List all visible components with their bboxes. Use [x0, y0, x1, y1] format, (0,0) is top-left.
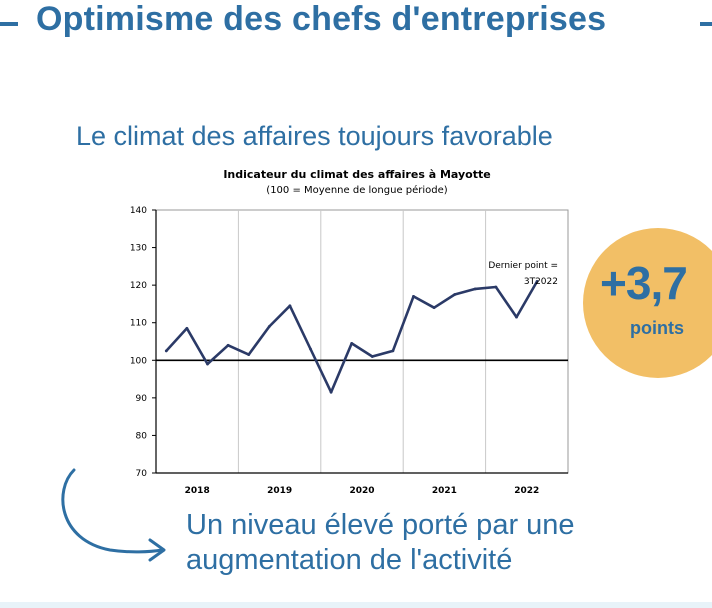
y-tick-label: 110 [130, 319, 147, 329]
x-tick-label: 2021 [432, 486, 457, 496]
badge-unit: points [630, 318, 684, 338]
data-point [329, 390, 333, 394]
page-subtitle: Le climat des affaires toujours favorabl… [76, 121, 553, 151]
data-point [453, 293, 457, 296]
data-point [473, 287, 477, 291]
data-point [267, 325, 271, 328]
data-point [350, 341, 354, 345]
data-point [370, 355, 374, 358]
data-point [391, 349, 395, 353]
y-tick-label: 140 [130, 206, 147, 216]
data-point [206, 362, 209, 366]
change-badge [583, 228, 712, 378]
bottom-band [0, 602, 712, 608]
plot-area: 70 80 90 100 110 120 130 140 2018 2019 2020 2021 202… [130, 206, 569, 496]
data-point [164, 349, 168, 353]
data-point [309, 347, 312, 351]
chart-subtitle: (100 = Moyenne de longue période) [266, 184, 447, 196]
bottom-message-line-1: Un niveau élevé porté par une [186, 509, 575, 541]
bottom-message: Un niveau élevé porté par une augmentati… [186, 508, 575, 578]
series-line [165, 280, 539, 394]
data-point [226, 343, 230, 347]
plot-frame [155, 209, 569, 474]
data-point [494, 285, 498, 289]
chart-title: Indicateur du climat des affaires à Mayo… [223, 168, 490, 181]
x-tick-label: 2022 [514, 486, 539, 496]
badge-value: +3,7 [600, 257, 688, 309]
bottom-message-line-2: augmentation de l'activité [186, 544, 513, 576]
annotation-line-2: 3T2022 [524, 277, 558, 287]
chart-container: Indicateur du climat des affaires à Mayo… [100, 162, 580, 512]
y-tick-label: 70 [136, 469, 148, 479]
data-point [412, 295, 415, 298]
annotation-line-1: Dernier point = [488, 261, 558, 271]
data-point [288, 304, 292, 308]
x-tick-label: 2019 [267, 486, 292, 496]
data-point [432, 306, 436, 310]
x-tick-label: 2020 [349, 486, 374, 496]
line-chart: Indicateur du climat des affaires à Mayo… [130, 168, 569, 496]
data-point [515, 315, 518, 319]
data-point [185, 326, 189, 330]
title-right-dash [700, 22, 712, 26]
x-tick-label: 2018 [185, 486, 210, 496]
y-tick-label: 120 [130, 281, 147, 291]
data-point [247, 353, 251, 357]
page-title: Optimisme des chefs d'entreprises [36, 0, 607, 38]
y-tick-label: 130 [130, 244, 147, 254]
y-tick-label: 80 [136, 431, 148, 441]
y-tick-label: 90 [136, 394, 148, 404]
title-left-dash [0, 22, 18, 26]
y-tick-label: 100 [130, 356, 147, 366]
curved-arrow-icon [61, 468, 166, 562]
data-point [535, 279, 539, 283]
